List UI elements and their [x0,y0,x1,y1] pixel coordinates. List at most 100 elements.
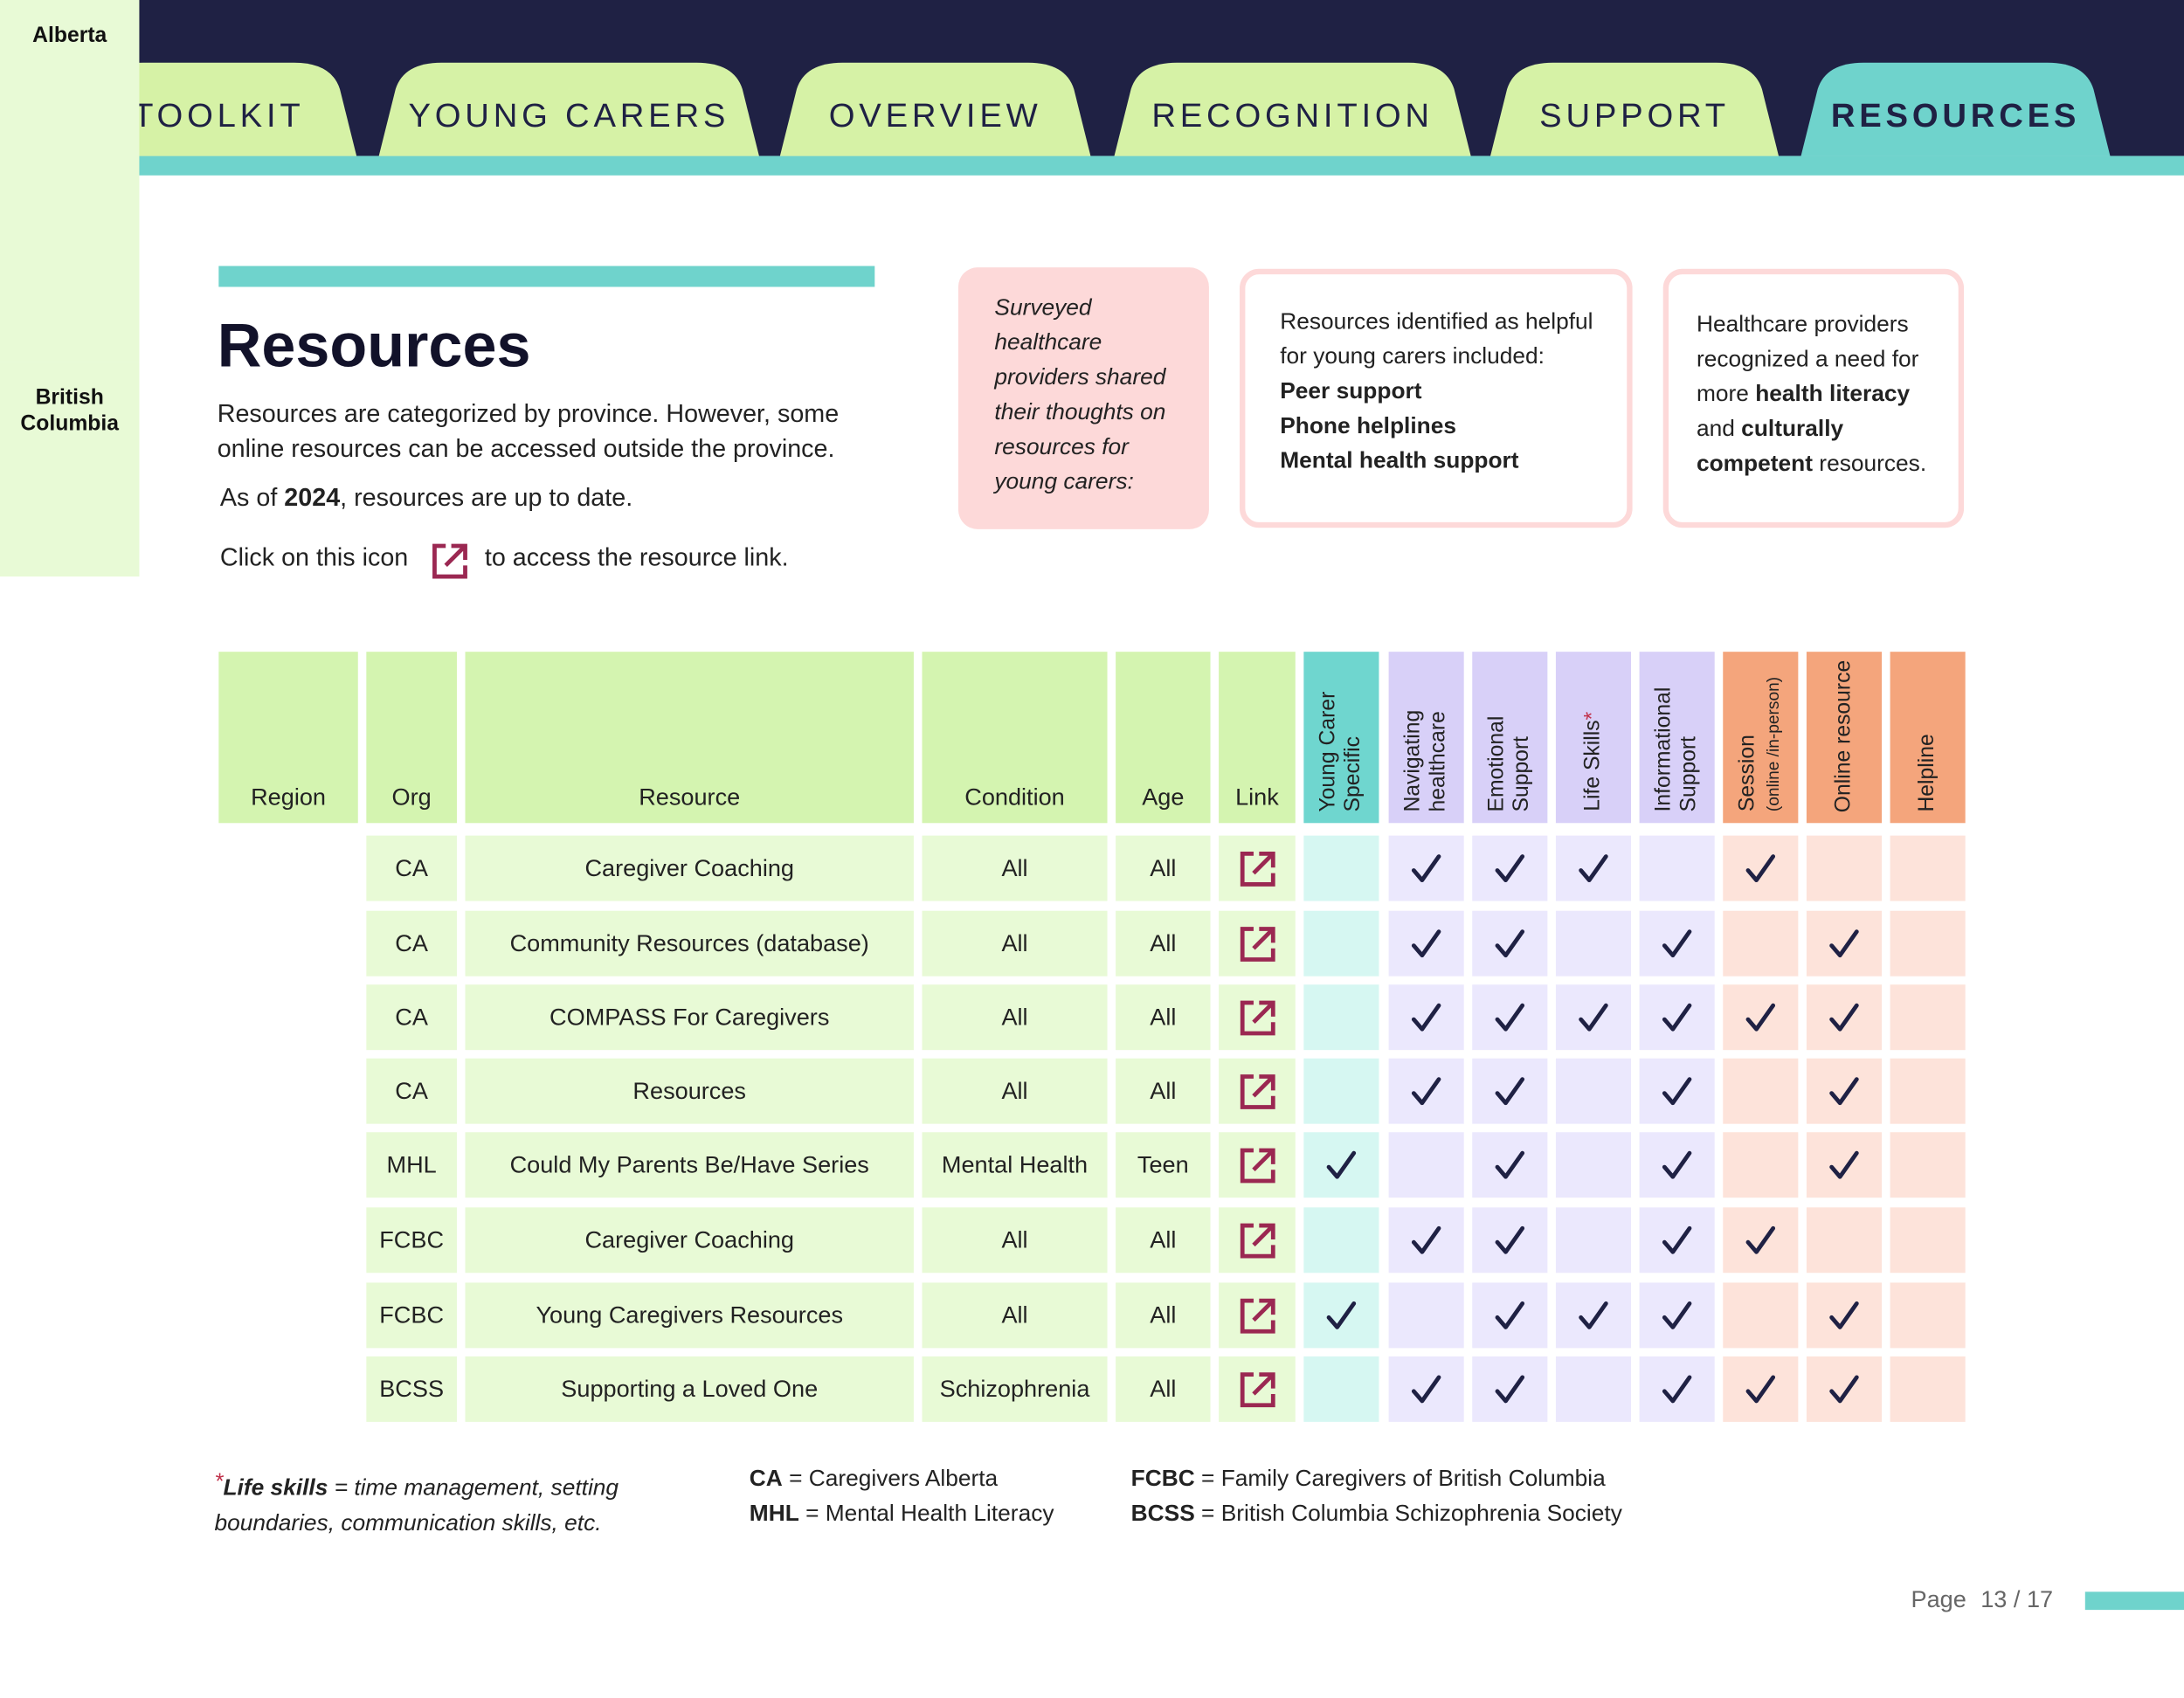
text: Informational Support [1651,687,1701,812]
type-cell [1555,984,1632,1051]
header-cell: Age [1116,652,1211,824]
cell-text: All [1150,1375,1177,1402]
cell: All [922,1282,1108,1349]
link-cell[interactable] [1219,984,1296,1051]
cell: All [922,984,1108,1051]
link-cell[interactable] [1219,1282,1296,1349]
icon [1240,851,1275,887]
footnote: *Life skills = time management, setting … [215,1462,660,1541]
link-icon[interactable] [1236,1144,1278,1186]
icon [1240,926,1275,962]
type-cell [1723,1132,1799,1198]
type-cell [1890,1282,1966,1349]
item: Mental health support [1280,448,1519,474]
header-cell: Helpline [1890,652,1966,824]
link-icon[interactable] [1236,1070,1278,1112]
cell-text: All [1150,1301,1177,1329]
check-mark [1745,1225,1776,1253]
cell-text: Mental Health [941,1150,1089,1178]
tab-label: TOOLKIT [133,97,304,135]
link-cell[interactable] [1219,835,1296,901]
type-cell [1639,1207,1715,1274]
type-cell [1723,984,1799,1051]
link-icon[interactable] [1236,1368,1278,1410]
type-cell [1890,1132,1966,1198]
type-cell [1303,1207,1379,1274]
link-icon[interactable] [1236,1294,1278,1336]
page-number: 13 / 17 [1980,1586,2054,1613]
check-mark [1662,1301,1692,1329]
cell: Young Caregivers Resources [465,1282,914,1349]
type-cell [1472,835,1548,901]
sub: (online /in-person) [1763,677,1783,812]
link-icon[interactable] [1236,922,1278,964]
callout [1240,268,1633,528]
check [1829,1149,1859,1178]
check [1745,1225,1776,1253]
footer-rule [2084,1591,2184,1611]
icon [1240,1147,1275,1183]
text: = Caregivers Alberta [782,1466,999,1492]
check-mark [1495,853,1525,882]
check-mark [1829,1002,1859,1031]
type-cell [1303,984,1379,1051]
check-mark [1829,1301,1859,1329]
header-cell: Emotional Support [1472,652,1548,824]
abbreviation: BCSS = British Columbia Schizophrenia So… [1131,1497,1622,1532]
link-icon[interactable] [1236,847,1278,889]
type-cell [1890,1207,1966,1274]
header-cell: Condition [922,652,1108,824]
as-of: As of 2024, resources are up to date. [220,483,632,512]
check [1662,928,1692,957]
type-cell [1388,984,1464,1051]
link-cell[interactable] [1219,1058,1296,1124]
type-cell [1890,835,1966,901]
cell-text: Schizophrenia [939,1375,1090,1402]
text: = Family Caregivers of British Columbia [1194,1466,1606,1492]
cell-text: Community Resources (database) [509,929,869,956]
header-label: Online resource [1832,659,1857,811]
cell: Caregiver Coaching [465,1207,914,1274]
check [1662,1076,1692,1105]
check-mark [1829,1076,1859,1105]
header-cell: Online resource [1806,652,1883,824]
link-cell[interactable] [1219,1207,1296,1274]
type-cell [1723,1207,1799,1274]
header-label: Link [1235,783,1279,811]
check [1662,1301,1692,1329]
type-cell [1303,910,1379,977]
type-cell [1723,835,1799,901]
type-cell [1472,984,1548,1051]
type-cell [1890,1356,1966,1422]
click-text: to access the resource link. [484,542,789,571]
callout [957,267,1209,529]
check [1662,1149,1692,1178]
type-cell [1472,910,1548,977]
link-cell[interactable] [1219,1356,1296,1422]
type-cell [1639,1356,1715,1422]
check-mark [1829,928,1859,957]
check [1495,928,1525,957]
check [1745,853,1776,882]
abbreviation: FCBC = Family Caregivers of British Colu… [1131,1462,1606,1497]
check [1326,1149,1357,1178]
click-text: Click on this icon [219,542,409,571]
cell: All [1116,1207,1211,1274]
cell: Could My Parents Be/Have Series [465,1132,914,1198]
cell: All [1116,984,1211,1051]
type-cell [1303,1356,1379,1422]
abbr: MHL [749,1501,799,1527]
link-cell[interactable] [1219,1132,1296,1198]
link-icon[interactable] [1236,1219,1278,1261]
type-cell [1555,1058,1632,1124]
check [1411,1002,1441,1031]
cell: All [1116,835,1211,901]
link-cell[interactable] [1219,910,1296,977]
check-mark [1411,853,1441,882]
header-label: Informational Support [1652,656,1702,812]
callout [1662,268,1965,528]
link-icon[interactable] [1236,997,1278,1039]
type-cell [1639,835,1715,901]
check [1411,1374,1441,1403]
